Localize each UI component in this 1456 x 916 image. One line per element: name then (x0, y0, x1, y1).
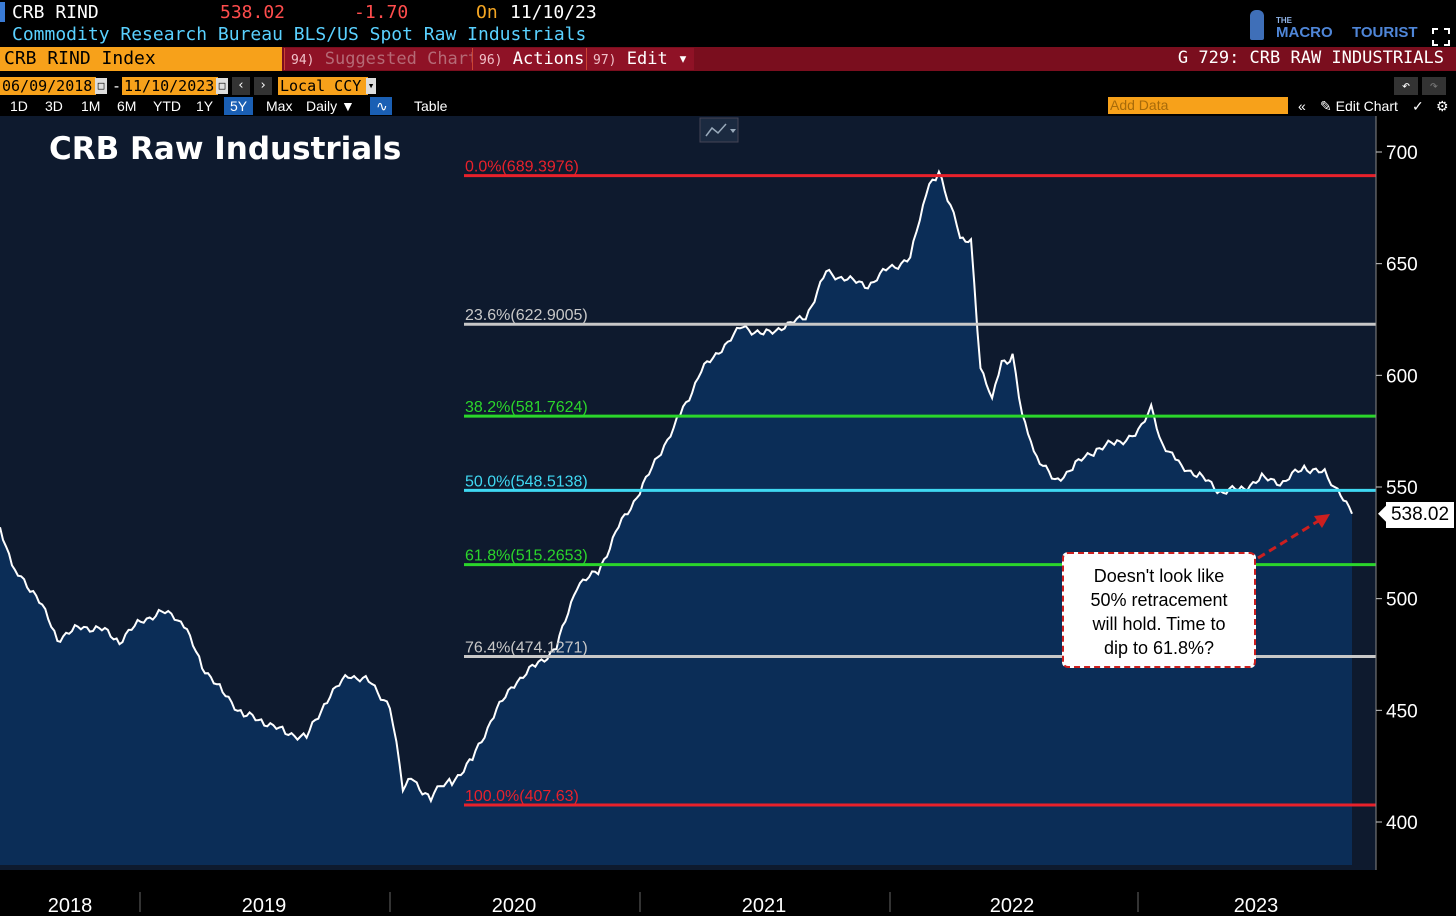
table-button[interactable]: Table (414, 98, 448, 114)
last-price: 538.02 (220, 2, 286, 23)
fibonacci-layer: 0.0%(689.3976) 23.6%(622.9005) 38.2%(581.7… (464, 159, 1376, 807)
last-value-label: 538.02 (1386, 502, 1454, 528)
period-6m[interactable]: 6M (117, 98, 137, 114)
y-tick-label: 600 (1386, 366, 1418, 387)
y-tick-label: 500 (1386, 590, 1418, 611)
header-accent (0, 2, 5, 22)
chevron-down-icon[interactable]: ▾ (366, 78, 376, 94)
fib-label: 100.0%(407.63) (465, 788, 579, 805)
x-tick-label: 2019 (242, 895, 287, 916)
selection-tool-icon[interactable] (1432, 28, 1450, 46)
period-1d[interactable]: 1D (10, 98, 28, 114)
annotation-line: Doesn't look like (1093, 566, 1225, 586)
suggested-charts-label: Suggested Charts (324, 49, 489, 69)
x-tick-label: 2022 (990, 895, 1035, 916)
actions-label: Actions ▾ (512, 49, 605, 69)
currency-select[interactable]: Local CCY (278, 77, 368, 95)
y-axis-background (1376, 116, 1456, 870)
actions-number: 96) (479, 53, 503, 68)
y-tick-label: 400 (1386, 813, 1418, 834)
price-change: -1.70 (354, 2, 409, 23)
suggested-charts-button[interactable]: 94) Suggested Charts (284, 48, 495, 70)
annotation-arrow (1257, 514, 1330, 560)
fib-label: 38.2%(581.7624) (465, 399, 588, 416)
series-line (0, 169, 1353, 804)
x-tick-label: 2023 (1234, 895, 1279, 916)
area-layer (0, 169, 1353, 866)
chart-title: CRB Raw Industrials (49, 131, 402, 167)
annotation-line: dip to 61.8%? (1103, 638, 1215, 658)
period-5y[interactable]: 5Y (224, 97, 254, 115)
end-date-field[interactable]: 11/10/2023 (122, 77, 218, 95)
edit-chart-button[interactable]: ✎ Edit Chart (1320, 98, 1398, 114)
annotation-line: 50% retracement (1090, 590, 1228, 610)
actions-menu[interactable]: 96) Actions ▾ (472, 48, 611, 70)
settings-gear-icon[interactable]: ⚙ (1436, 98, 1449, 114)
calendar-icon[interactable]: □ (216, 78, 228, 94)
annotation-box: Doesn't look like 50% retracement will h… (1062, 552, 1256, 668)
on-label: On (476, 2, 498, 23)
period-toolbar: 1D 3D 1M 6M YTD 1Y 5Y Max Daily ▼ ∿ Tabl… (0, 96, 1456, 116)
security-header: CRB RIND 538.02 -1.70 On 11/10/23 (0, 0, 1456, 24)
y-tick-label: 650 (1386, 255, 1418, 276)
fib-label: 76.4%(474.1271) (465, 639, 588, 656)
fib-label: 50.0%(548.5138) (465, 473, 588, 490)
edit-menu[interactable]: 97) Edit ▾ (586, 48, 695, 70)
period-max[interactable]: Max (266, 98, 293, 114)
date-separator: - (112, 77, 122, 95)
command-bar: CRB RIND Index 94) Suggested Charts 96) … (0, 47, 1456, 71)
start-date-field[interactable]: 06/09/2018 (0, 77, 96, 95)
chart-type-button[interactable] (699, 117, 739, 143)
calendar-icon[interactable]: □ (95, 78, 107, 94)
macro-tourist-logo: THE MACRO TOURIST (1248, 6, 1450, 46)
period-ytd[interactable]: YTD (153, 98, 181, 114)
suggested-charts-number: 94) (291, 53, 315, 68)
last-value-pointer (1378, 505, 1386, 522)
draw-tool-icon[interactable]: ✓ (1412, 98, 1424, 114)
edit-label: Edit ▾ (626, 49, 689, 69)
date-range-row: 06/09/2018 □ - 11/10/2023 □ ‹ › Local CC… (0, 77, 1456, 96)
y-tick-label: 550 (1386, 478, 1418, 499)
fib-label: 61.8%(515.2653) (465, 548, 588, 565)
logo-macro: MACRO (1276, 24, 1333, 41)
ticker: CRB RIND (12, 2, 99, 23)
axis-layer: 400 450 500 550 600 650 700 2018 2019 2020 2021 202… (0, 116, 1456, 916)
period-1y[interactable]: 1Y (196, 98, 214, 114)
series-area (0, 171, 1352, 866)
redo-icon[interactable]: ↷ (1422, 77, 1446, 95)
fib-label: 23.6%(622.9005) (465, 307, 588, 324)
prev-arrow-icon[interactable]: ‹ (232, 77, 250, 95)
security-description: Commodity Research Bureau BLS/US Spot Ra… (12, 24, 587, 45)
x-tick-label: 2018 (48, 895, 93, 916)
line-chart-icon[interactable]: ∿ (370, 97, 392, 115)
edit-chart-label: Edit Chart (1335, 98, 1398, 114)
annotation-line: will hold. Time to (1092, 614, 1226, 634)
period-3d[interactable]: 3D (45, 98, 63, 114)
x-tick-label: 2020 (492, 895, 537, 916)
next-arrow-icon[interactable]: › (254, 77, 272, 95)
y-tick-label: 700 (1386, 143, 1418, 164)
undo-icon[interactable]: ↶ (1394, 77, 1418, 95)
quote-date: 11/10/23 (510, 2, 597, 23)
y-tick-label: 450 (1386, 701, 1418, 722)
x-tick-label: 2021 (742, 895, 787, 916)
x-axis-background (0, 870, 1456, 916)
add-data-input[interactable]: Add Data (1108, 97, 1288, 114)
collapse-icon[interactable]: « (1298, 98, 1306, 114)
frequency-select[interactable]: Daily ▼ (306, 98, 355, 114)
logo-figure-icon (1250, 10, 1264, 40)
logo-the: THE (1276, 16, 1292, 25)
fib-label: 0.0%(689.3976) (465, 159, 579, 176)
security-field[interactable]: CRB RIND Index (0, 47, 282, 71)
period-1m[interactable]: 1M (81, 98, 101, 114)
edit-number: 97) (593, 53, 617, 68)
price-chart: 0.0%(689.3976) 23.6%(622.9005) 38.2%(581.7… (0, 116, 1456, 916)
logo-tourist: TOURIST (1352, 24, 1418, 41)
graph-title: G 729: CRB RAW INDUSTRIALS (1177, 48, 1444, 68)
